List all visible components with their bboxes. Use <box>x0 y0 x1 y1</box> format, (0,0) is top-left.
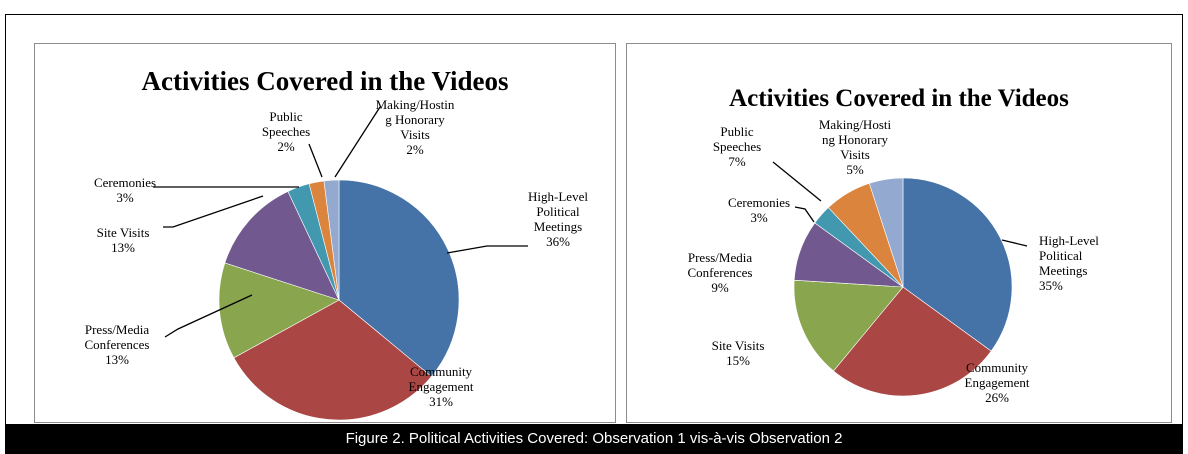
leader-line-cer <box>794 206 815 223</box>
slice-label-line: Ceremonies <box>728 195 790 210</box>
slice-label-line: Visits <box>400 127 430 142</box>
slice-label-line: Site Visits <box>712 338 765 353</box>
slice-label-line: Speeches <box>713 139 761 154</box>
slice-label-line: Public <box>720 124 753 139</box>
pie-slice-hlpm <box>338 179 460 377</box>
leader-line-ps <box>308 143 323 178</box>
slice-label-sv: Site Visits 13% <box>97 225 150 255</box>
slice-label-line: g Honorary <box>385 112 445 127</box>
slice-label-line: Press/Media <box>688 250 753 265</box>
slice-percent-sv: 15% <box>726 353 750 368</box>
slice-label-line: Meetings <box>1039 263 1087 278</box>
pie-slice-sv <box>224 191 340 301</box>
slice-label-mhv: Making/Hosti ng Honorary Visits 5% <box>819 117 892 177</box>
slice-percent-cer: 3% <box>116 190 134 205</box>
slice-label-line: Engagement <box>965 375 1030 390</box>
slice-percent-mhv: 2% <box>406 142 424 157</box>
slice-label-line: Conferences <box>85 337 150 352</box>
figure-frame: Activities Covered in the Videos High-Lev… <box>5 14 1183 424</box>
slice-label-line: Political <box>1039 248 1083 263</box>
slice-label-hlpm: High-Level Political Meetings 36% <box>528 189 588 249</box>
slice-percent-ce: 26% <box>985 390 1009 405</box>
slice-label-line: Visits <box>840 147 870 162</box>
slice-label-line: Making/Hostin <box>376 97 455 112</box>
slice-label-line: Meetings <box>534 219 582 234</box>
slice-label-cer: Ceremonies 3% <box>728 195 790 225</box>
slice-label-line: Public <box>269 109 302 124</box>
slice-label-line: Press/Media <box>85 322 150 337</box>
slice-percent-ps: 2% <box>277 139 295 154</box>
slice-percent-hlpm: 36% <box>546 234 570 249</box>
slice-label-line: Conferences <box>688 265 753 280</box>
slice-label-cer: Ceremonies 3% <box>94 175 156 205</box>
slice-label-line: Engagement <box>409 379 474 394</box>
leader-line-pmc <box>164 294 253 338</box>
pie-slice-mhv <box>868 177 904 288</box>
pie-slice-pmc <box>218 262 340 359</box>
leader-line-hlpm <box>446 245 528 254</box>
slice-percent-pmc: 13% <box>105 352 129 367</box>
figure-caption: Figure 2. Political Activities Covered: … <box>5 424 1183 454</box>
slice-label-line: High-Level <box>1039 233 1099 248</box>
slice-percent-mhv: 5% <box>846 162 864 177</box>
slice-label-ps: Public Speeches 2% <box>262 109 310 154</box>
chart-panel-1: Activities Covered in the Videos High-Lev… <box>34 43 616 423</box>
slice-percent-pmc: 9% <box>711 280 729 295</box>
slice-label-sv: Site Visits 15% <box>712 338 765 368</box>
slice-label-ce: Community Engagement 31% <box>409 364 474 409</box>
slice-percent-ps: 7% <box>728 154 746 169</box>
pie-chart-1: Activities Covered in the Videos High-Lev… <box>85 66 588 421</box>
slice-label-pmc: Press/Media Conferences 13% <box>85 322 150 367</box>
slice-label-line: Community <box>410 364 473 379</box>
slice-label-line: Making/Hosti <box>819 117 892 132</box>
pie-slice-hlpm <box>902 177 1013 352</box>
chart-panel-2: Activities Covered in the Videos High-Lev… <box>626 43 1172 423</box>
slice-label-line: Community <box>966 360 1029 375</box>
slice-label-ps: Public Speeches 7% <box>713 124 761 169</box>
pie-slice-sv <box>793 279 904 372</box>
chart-title: Activities Covered in the Videos <box>142 66 509 96</box>
pie-slice-ce <box>233 299 432 421</box>
leader-line-sv <box>163 195 264 228</box>
slice-label-ce: Community Engagement 26% <box>965 360 1030 405</box>
slice-label-pmc: Press/Media Conferences 9% <box>688 250 753 295</box>
leader-line-mhv <box>334 106 381 178</box>
slice-label-line: Ceremonies <box>94 175 156 190</box>
slice-percent-cer: 3% <box>750 210 768 225</box>
slice-label-line: Speeches <box>262 124 310 139</box>
leader-line-ps <box>772 161 822 202</box>
leader-line-hlpm <box>1001 239 1028 247</box>
pie-slice-mhv <box>323 179 340 301</box>
chart-title: Activities Covered in the Videos <box>729 85 1069 112</box>
slice-label-hlpm: High-Level Political Meetings 35% <box>1039 233 1099 293</box>
slice-label-line: Political <box>536 204 580 219</box>
slice-percent-sv: 13% <box>111 240 135 255</box>
pie-chart-2: Activities Covered in the Videos High-Lev… <box>688 85 1100 405</box>
slice-percent-hlpm: 35% <box>1039 278 1063 293</box>
slice-label-mhv: Making/Hostin g Honorary Visits 2% <box>376 97 455 157</box>
slice-label-line: High-Level <box>528 189 588 204</box>
pie-slice-ce <box>833 286 992 397</box>
slice-label-line: Site Visits <box>97 225 150 240</box>
slice-label-line: ng Honorary <box>822 132 889 147</box>
slice-percent-ce: 31% <box>429 394 453 409</box>
